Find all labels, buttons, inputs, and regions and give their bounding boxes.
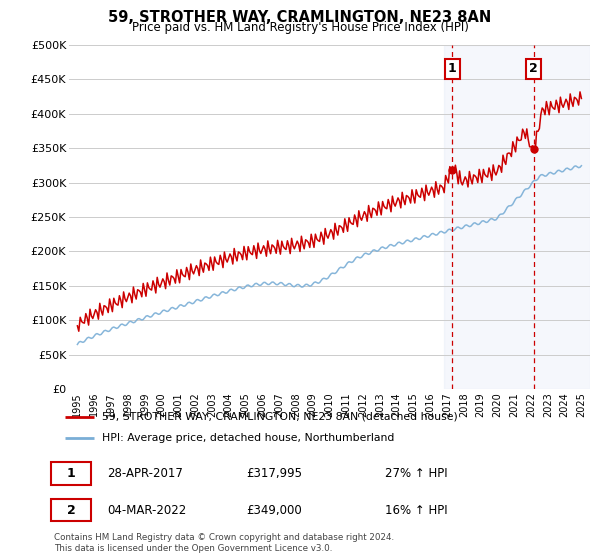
Text: £349,000: £349,000 [246,503,302,516]
Text: 1: 1 [448,62,457,76]
Text: 27% ↑ HPI: 27% ↑ HPI [385,467,448,480]
Bar [443,45,590,389]
Text: £317,995: £317,995 [246,467,302,480]
Text: 1: 1 [67,467,76,480]
Text: 59, STROTHER WAY, CRAMLINGTON, NE23 8AN (detached house): 59, STROTHER WAY, CRAMLINGTON, NE23 8AN … [102,412,458,422]
FancyBboxPatch shape [52,463,91,485]
Text: 59, STROTHER WAY, CRAMLINGTON, NE23 8AN: 59, STROTHER WAY, CRAMLINGTON, NE23 8AN [109,10,491,25]
Text: 04-MAR-2022: 04-MAR-2022 [107,503,187,516]
Text: 28-APR-2017: 28-APR-2017 [107,467,183,480]
Text: 2: 2 [67,503,76,516]
Text: Contains HM Land Registry data © Crown copyright and database right 2024.
This d: Contains HM Land Registry data © Crown c… [54,533,394,553]
Text: HPI: Average price, detached house, Northumberland: HPI: Average price, detached house, Nort… [102,433,394,444]
Text: 16% ↑ HPI: 16% ↑ HPI [385,503,448,516]
Text: Price paid vs. HM Land Registry's House Price Index (HPI): Price paid vs. HM Land Registry's House … [131,21,469,34]
FancyBboxPatch shape [52,499,91,521]
Text: 2: 2 [529,62,538,76]
